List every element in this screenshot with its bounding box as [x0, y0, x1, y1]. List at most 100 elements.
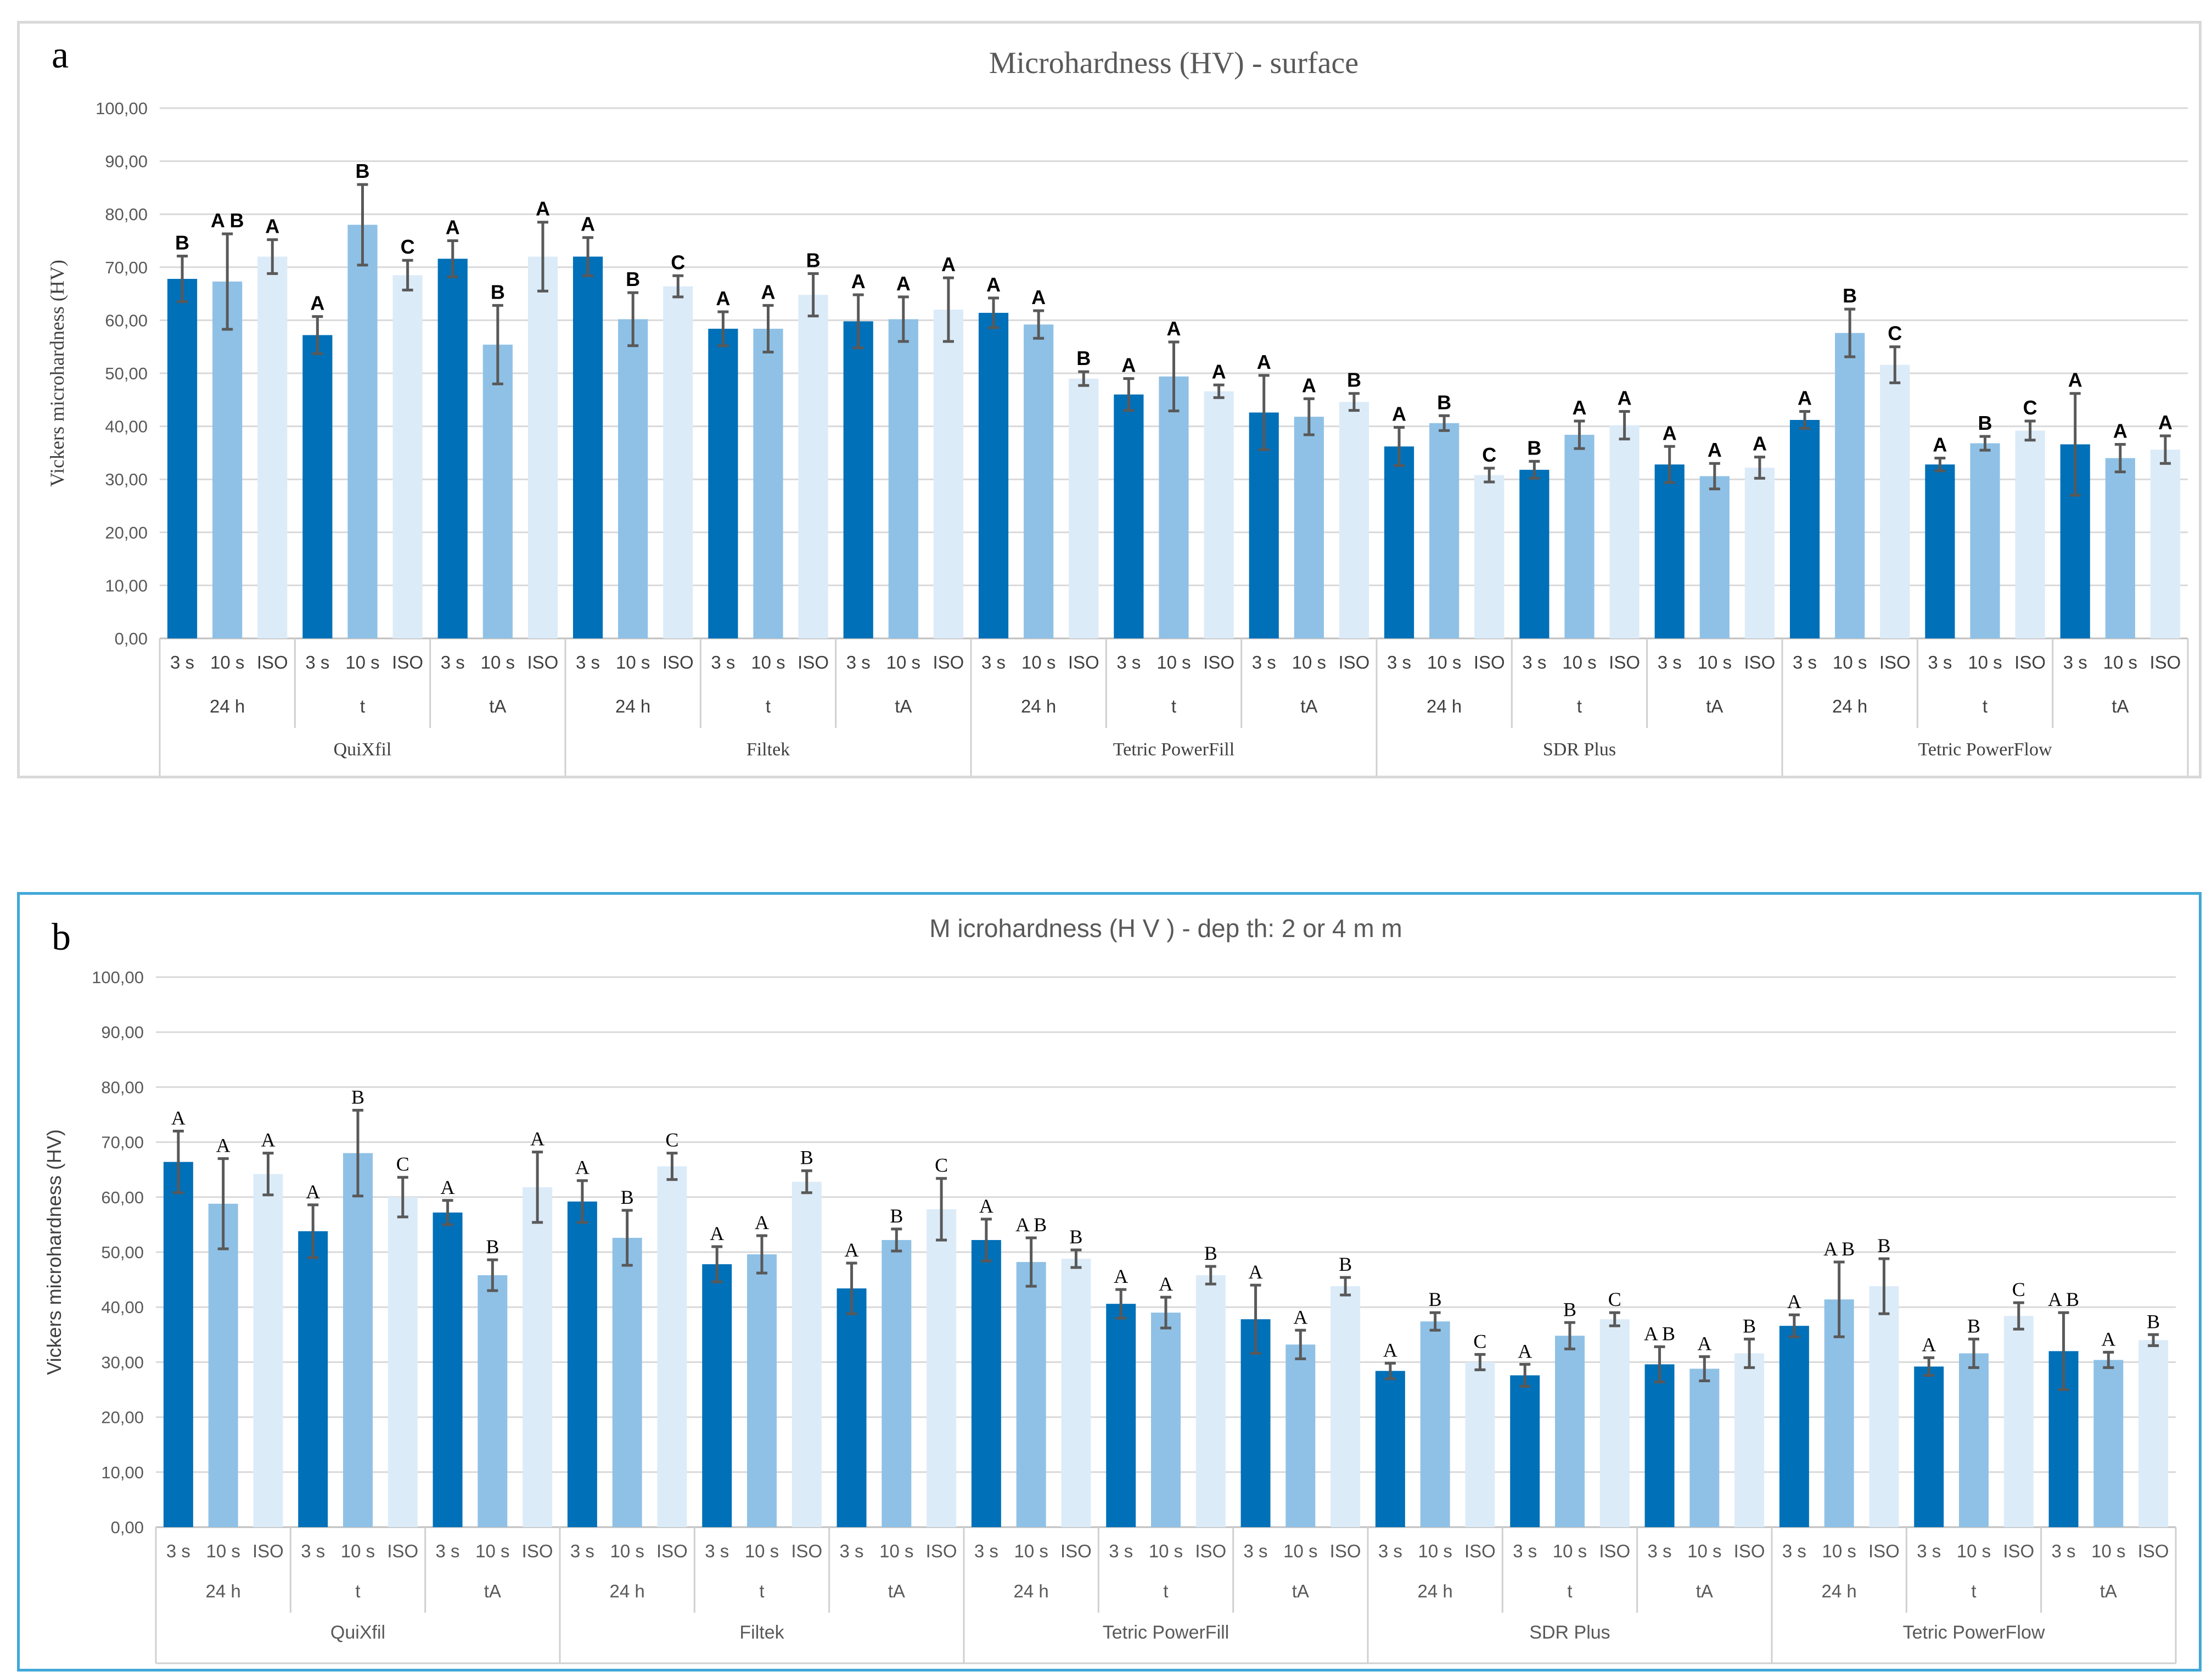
x-series-label: 10 s	[745, 1541, 779, 1561]
bar	[1779, 1326, 1809, 1527]
x-series-label: 10 s	[1156, 652, 1191, 672]
y-tick-label: 30,00	[101, 1353, 144, 1372]
bar	[882, 1239, 912, 1527]
x-condition-label: tA	[1706, 696, 1723, 716]
x-series-label: 3 s	[1648, 1541, 1672, 1561]
bar	[1204, 391, 1234, 638]
x-series-label: 3 s	[1252, 652, 1276, 672]
x-series-label: 10 s	[1698, 652, 1732, 672]
x-condition-label: 24 h	[1427, 696, 1462, 716]
significance-letter: A B	[2048, 1288, 2079, 1310]
bar	[1016, 1262, 1046, 1527]
x-series-label: 3 s	[441, 652, 465, 672]
significance-letter: C	[1608, 1288, 1621, 1310]
significance-letter: A	[1798, 387, 1812, 410]
bar	[1654, 464, 1685, 638]
significance-letter: A	[216, 1135, 231, 1157]
x-series-label: 10 s	[1687, 1541, 1721, 1561]
x-series-label: 3 s	[2052, 1541, 2076, 1561]
bar	[347, 225, 378, 638]
panel-label: b	[52, 916, 71, 958]
significance-letter: B	[1978, 412, 1992, 434]
x-condition-label: tA	[1292, 1581, 1309, 1601]
bar	[708, 328, 738, 638]
bar	[212, 281, 243, 638]
significance-letter: A	[755, 1212, 769, 1233]
significance-letter: A	[1167, 317, 1181, 340]
bar	[1970, 443, 2000, 638]
significance-letter: A	[986, 273, 1001, 296]
x-condition-label: tA	[1696, 1581, 1713, 1601]
x-condition-label: tA	[888, 1581, 905, 1601]
significance-letter: C	[2012, 1278, 2025, 1300]
y-tick-label: 0,00	[111, 1518, 144, 1537]
significance-letter: A	[1392, 403, 1406, 425]
significance-letter: B	[486, 1236, 499, 1258]
significance-letter: A	[306, 1181, 320, 1203]
x-series-label: ISO	[2150, 652, 2181, 672]
bar	[747, 1254, 777, 1527]
x-condition-label: t	[1163, 1581, 1168, 1601]
x-condition-label: 24 h	[1014, 1581, 1049, 1601]
y-tick-label: 20,00	[101, 1408, 144, 1427]
significance-letter: A	[1257, 351, 1271, 373]
bar	[1384, 446, 1414, 638]
x-series-label: 10 s	[481, 652, 515, 672]
bar	[1564, 435, 1595, 638]
x-series-label: ISO	[1060, 1541, 1092, 1561]
bar	[1330, 1286, 1361, 1527]
significance-letter: B	[800, 1147, 813, 1169]
bar	[657, 1166, 687, 1527]
x-material-label: SDR Plus	[1529, 1622, 1610, 1643]
bar	[437, 259, 468, 638]
significance-letter: A	[1159, 1273, 1173, 1295]
bar	[1285, 1344, 1316, 1527]
bar	[527, 256, 558, 639]
significance-letter: B	[1429, 1288, 1442, 1310]
y-tick-label: 20,00	[105, 523, 148, 542]
bar	[1429, 423, 1459, 638]
x-series-label: 10 s	[206, 1541, 240, 1561]
significance-letter: A B	[211, 209, 244, 232]
bar	[978, 312, 1009, 638]
significance-letter: A	[1518, 1340, 1532, 1362]
bar	[1744, 467, 1775, 638]
x-series-label: 3 s	[974, 1541, 998, 1561]
bar	[791, 1181, 822, 1527]
x-condition-label: t	[355, 1581, 360, 1601]
bar	[478, 1275, 508, 1527]
x-series-label: 3 s	[711, 652, 735, 672]
significance-letter: B	[1877, 1235, 1890, 1257]
significance-letter: A	[1697, 1332, 1711, 1354]
x-condition-label: tA	[2112, 696, 2129, 716]
x-series-label: 10 s	[1822, 1541, 1856, 1561]
x-series-label: 10 s	[1957, 1541, 1991, 1561]
significance-letter: A	[1753, 433, 1767, 455]
x-series-label: 10 s	[1418, 1541, 1452, 1561]
y-tick-label: 100,00	[96, 99, 148, 118]
x-series-label: ISO	[1879, 652, 1911, 672]
significance-letter: A	[1293, 1306, 1307, 1328]
x-series-label: 10 s	[616, 652, 650, 672]
bar	[1195, 1275, 1226, 1527]
significance-letter: C	[935, 1154, 948, 1176]
x-series-label: ISO	[933, 652, 964, 672]
bar	[482, 344, 513, 638]
significance-letter: B	[1527, 436, 1541, 459]
significance-letter: A	[265, 215, 279, 238]
significance-letter: A	[1787, 1291, 1801, 1313]
x-series-label: ISO	[1203, 652, 1234, 672]
y-tick-label: 40,00	[101, 1298, 144, 1317]
x-series-label: 3 s	[436, 1541, 460, 1561]
x-material-label: QuiXfil	[334, 739, 392, 760]
significance-letter: A	[1618, 387, 1632, 410]
bar	[1869, 1286, 1899, 1527]
bar	[1599, 1319, 1630, 1527]
bar	[1294, 417, 1324, 638]
significance-letter: C	[665, 1129, 678, 1151]
bar	[933, 310, 964, 638]
x-condition-label: tA	[484, 1581, 501, 1601]
bar	[1069, 378, 1099, 638]
significance-letter: A	[761, 281, 776, 303]
x-condition-label: 24 h	[1021, 696, 1056, 716]
